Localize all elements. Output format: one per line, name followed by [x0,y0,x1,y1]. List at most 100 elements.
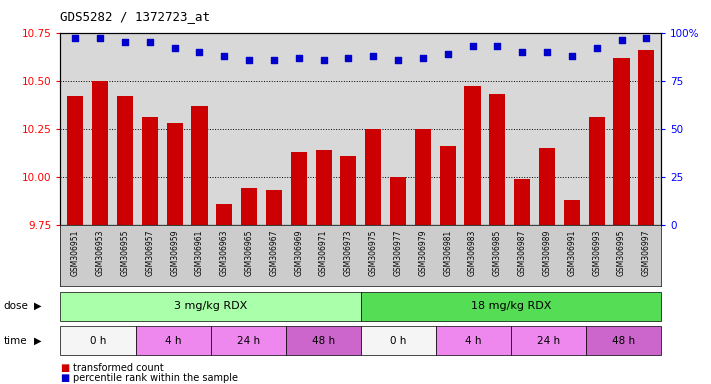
Text: 18 mg/kg RDX: 18 mg/kg RDX [471,301,551,311]
Text: GSM306997: GSM306997 [642,230,651,276]
Text: ▶: ▶ [34,336,42,346]
Bar [291,152,307,225]
Text: 24 h: 24 h [237,336,260,346]
Text: 4 h: 4 h [165,336,181,346]
Text: GSM306989: GSM306989 [542,230,552,276]
Text: time: time [4,336,27,346]
Bar [60,326,136,355]
Bar [586,326,661,355]
Point [392,56,404,63]
Point [318,56,329,63]
Bar [266,190,282,225]
Point [467,43,479,49]
Point [243,56,255,63]
Point [641,35,652,41]
Text: ■: ■ [60,363,70,373]
Point [268,56,279,63]
Text: GSM306953: GSM306953 [96,230,105,276]
Point [591,45,602,51]
Point [218,53,230,59]
Text: ▶: ▶ [34,301,42,311]
Bar [360,326,436,355]
Text: percentile rank within the sample: percentile rank within the sample [73,373,238,383]
Text: ■: ■ [60,373,70,383]
Text: 48 h: 48 h [612,336,635,346]
Bar [511,326,586,355]
Bar [464,86,481,225]
Bar [564,200,580,225]
Bar [136,326,210,355]
Text: dose: dose [4,301,28,311]
Text: 48 h: 48 h [311,336,335,346]
Bar [341,156,356,225]
Text: 0 h: 0 h [390,336,407,346]
Bar [514,179,530,225]
Point [566,53,577,59]
Text: GSM306965: GSM306965 [245,230,254,276]
Bar [216,204,232,225]
Bar [614,58,629,225]
Text: GSM306985: GSM306985 [493,230,502,276]
Point [417,55,429,61]
Point [293,55,304,61]
Text: GSM306971: GSM306971 [319,230,328,276]
Bar [365,129,381,225]
Text: 3 mg/kg RDX: 3 mg/kg RDX [174,301,247,311]
Point [169,45,181,51]
Bar [415,129,431,225]
Point [492,43,503,49]
Bar [92,81,108,225]
Text: GSM306991: GSM306991 [567,230,577,276]
Bar [539,148,555,225]
Bar [360,292,661,321]
Bar [316,150,331,225]
Point [616,37,627,43]
Text: GSM306977: GSM306977 [394,230,402,276]
Bar [241,188,257,225]
Text: transformed count: transformed count [73,363,164,373]
Bar [117,96,133,225]
Text: 4 h: 4 h [465,336,482,346]
Bar [166,123,183,225]
Bar [638,50,654,225]
Text: GSM306957: GSM306957 [145,230,154,276]
Bar [589,117,605,225]
Text: 0 h: 0 h [90,336,106,346]
Text: GDS5282 / 1372723_at: GDS5282 / 1372723_at [60,10,210,23]
Bar [210,326,286,355]
Text: GSM306963: GSM306963 [220,230,229,276]
Text: GSM306967: GSM306967 [269,230,279,276]
Bar [489,94,506,225]
Point [95,35,106,41]
Text: GSM306987: GSM306987 [518,230,527,276]
Point [442,51,454,57]
Bar [436,326,511,355]
Bar [60,292,360,321]
Text: GSM306959: GSM306959 [170,230,179,276]
Text: GSM306993: GSM306993 [592,230,602,276]
Bar [68,96,83,225]
Bar [439,146,456,225]
Text: GSM306981: GSM306981 [443,230,452,276]
Bar [390,177,406,225]
Text: GSM306961: GSM306961 [195,230,204,276]
Bar [141,117,158,225]
Text: GSM306951: GSM306951 [71,230,80,276]
Text: GSM306955: GSM306955 [120,230,129,276]
Point [144,39,156,45]
Text: GSM306975: GSM306975 [369,230,378,276]
Point [194,49,205,55]
Point [119,39,131,45]
Text: GSM306983: GSM306983 [468,230,477,276]
Text: 24 h: 24 h [537,336,560,346]
Point [368,53,379,59]
Point [541,49,552,55]
Point [516,49,528,55]
Point [70,35,81,41]
Text: GSM306973: GSM306973 [344,230,353,276]
Text: GSM306969: GSM306969 [294,230,304,276]
Text: GSM306995: GSM306995 [617,230,626,276]
Bar [286,326,360,355]
Text: GSM306979: GSM306979 [418,230,427,276]
Bar [191,106,208,225]
